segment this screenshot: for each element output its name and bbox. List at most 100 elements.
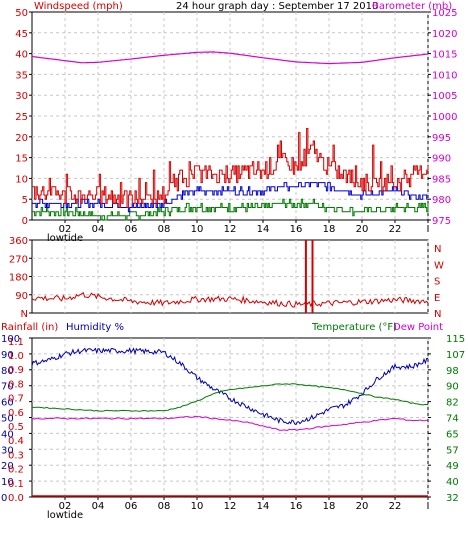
direction-series-line bbox=[31, 291, 429, 308]
direction-ytick-label: 270 bbox=[9, 254, 28, 265]
direction-compass-label: S bbox=[434, 277, 440, 288]
wind-xtick-label: 16 bbox=[290, 224, 303, 235]
baro-axis-label: Barometer (mb) bbox=[372, 1, 452, 12]
temp-ytick-label: 90 bbox=[446, 382, 459, 393]
wind-ytick-label: 10 bbox=[15, 174, 28, 185]
wind-ytick-label: 0 bbox=[22, 216, 28, 227]
temp-ytick-label: 49 bbox=[446, 461, 459, 472]
wind-ytick-label: 35 bbox=[15, 70, 28, 81]
wind-ytick-label: 25 bbox=[15, 112, 28, 123]
rainfall-axis-label: Rainfall (in) bbox=[1, 322, 58, 333]
wind-xtick-label: 08 bbox=[158, 224, 171, 235]
temperature-series-line bbox=[31, 383, 429, 412]
humidity-ytick-label: 80 bbox=[1, 366, 14, 377]
wind-xtick-label: 04 bbox=[92, 224, 105, 235]
rainfall-ytick-label: 0.1 bbox=[8, 479, 24, 490]
temp-ytick-label: 57 bbox=[446, 445, 459, 456]
direction-ytick-label: 360 bbox=[9, 236, 28, 247]
thermo-xtick-label: 18 bbox=[323, 501, 336, 512]
humidity-ytick-label: 60 bbox=[1, 398, 14, 409]
wind-avg-series-line bbox=[32, 182, 428, 213]
wind-ytick-label: 30 bbox=[15, 91, 28, 102]
humidity-ytick-label: 0 bbox=[1, 493, 7, 504]
barometer-series-line bbox=[31, 51, 429, 65]
baro-ytick-label: 995 bbox=[432, 133, 451, 144]
humidity-ytick-label: 90 bbox=[1, 350, 14, 361]
direction-compass-label: N bbox=[434, 244, 441, 255]
humidity-axis-label: Humidity % bbox=[66, 322, 124, 333]
wind-xtick-label: 18 bbox=[323, 224, 336, 235]
wind-ytick-label: 15 bbox=[15, 154, 28, 165]
wind-ytick-label: 40 bbox=[15, 50, 28, 61]
wind-ytick-label: 50 bbox=[15, 8, 28, 19]
rainfall-ytick-label: 0.6 bbox=[8, 408, 24, 419]
temp-ytick-label: 98 bbox=[446, 366, 459, 377]
humidity-series-line bbox=[31, 347, 429, 426]
direction-compass-label: N bbox=[434, 309, 441, 320]
humidity-ytick-label: 70 bbox=[1, 382, 14, 393]
thermo-lowtide-label: lowtide bbox=[47, 510, 83, 521]
baro-ytick-label: 1015 bbox=[432, 50, 457, 61]
wind-xtick-label: 14 bbox=[257, 224, 270, 235]
chart-title: 24 hour graph day : September 17 2010 bbox=[176, 1, 378, 12]
wind-xtick-label: 20 bbox=[356, 224, 369, 235]
baro-ytick-label: 1005 bbox=[432, 91, 457, 102]
wind-xtick-label: 06 bbox=[125, 224, 138, 235]
humidity-ytick-label: 100 bbox=[1, 334, 20, 345]
wind-ytick-label: 45 bbox=[15, 29, 28, 40]
rainfall-ytick-label: 0.7 bbox=[8, 394, 24, 405]
wind-xtick-label: 02 bbox=[59, 224, 72, 235]
baro-ytick-label: 1010 bbox=[432, 70, 457, 81]
wind-xtick-label: 12 bbox=[224, 224, 237, 235]
wind-lowtide-label: lowtide bbox=[47, 233, 83, 244]
rainfall-ytick-label: 1.1 bbox=[8, 337, 24, 348]
direction-compass-label: W bbox=[434, 260, 444, 271]
direction-ytick-label: 180 bbox=[9, 273, 28, 284]
rainfall-ytick-label: 0.2 bbox=[8, 465, 24, 476]
wind-axis-label: Windspeed (mph) bbox=[34, 1, 123, 12]
rainfall-ytick-label: 0.5 bbox=[8, 422, 24, 433]
baro-ytick-label: 990 bbox=[432, 154, 451, 165]
thermo-xtick-label: 12 bbox=[224, 501, 237, 512]
wind-xtick-label: 10 bbox=[191, 224, 204, 235]
wind-ytick-label: 20 bbox=[15, 133, 28, 144]
direction-ytick-label: N bbox=[21, 309, 28, 320]
thermo-xtick-label: 10 bbox=[191, 501, 204, 512]
wind-gust-series-line bbox=[32, 128, 429, 208]
thermo-xtick-label: 14 bbox=[257, 501, 270, 512]
temp-ytick-label: 82 bbox=[446, 398, 459, 409]
baro-ytick-label: 1020 bbox=[432, 29, 457, 40]
thermo-xtick-label: 06 bbox=[125, 501, 138, 512]
wind-xtick-label: I bbox=[427, 224, 430, 235]
humidity-ytick-label: 20 bbox=[1, 461, 14, 472]
thermo-xtick-label: 22 bbox=[389, 501, 402, 512]
temp-ytick-label: 115 bbox=[446, 334, 465, 345]
wind-ytick-label: 5 bbox=[22, 195, 28, 206]
wind-xtick-label: 22 bbox=[389, 224, 402, 235]
rainfall-ytick-label: 0.0 bbox=[8, 493, 24, 504]
temperature-axis-label: Temperature (°F) bbox=[311, 322, 397, 333]
baro-ytick-label: 1000 bbox=[432, 112, 457, 123]
rainfall-ytick-label: 0.8 bbox=[8, 379, 24, 390]
dewpoint-series-line bbox=[31, 415, 429, 432]
baro-ytick-label: 1025 bbox=[432, 8, 457, 19]
wind-low-series-line bbox=[32, 198, 429, 221]
thermo-xtick-label: I bbox=[427, 501, 430, 512]
rainfall-ytick-label: 1.0 bbox=[8, 351, 24, 362]
temp-ytick-label: 107 bbox=[446, 350, 465, 361]
rainfall-ytick-label: 0.9 bbox=[8, 365, 24, 376]
rainfall-ytick-label: 0.3 bbox=[8, 450, 24, 461]
thermo-xtick-label: 08 bbox=[158, 501, 171, 512]
baro-ytick-label: 980 bbox=[432, 195, 451, 206]
thermo-xtick-label: 20 bbox=[356, 501, 369, 512]
thermo-xtick-label: 02 bbox=[59, 501, 72, 512]
humidity-ytick-label: 10 bbox=[1, 477, 14, 488]
humidity-ytick-label: 50 bbox=[1, 414, 14, 425]
direction-compass-label: E bbox=[434, 293, 440, 304]
dewpoint-axis-label: Dew Point bbox=[393, 322, 443, 333]
temp-ytick-label: 40 bbox=[446, 477, 459, 488]
humidity-ytick-label: 30 bbox=[1, 445, 14, 456]
thermo-xtick-label: 04 bbox=[92, 501, 105, 512]
